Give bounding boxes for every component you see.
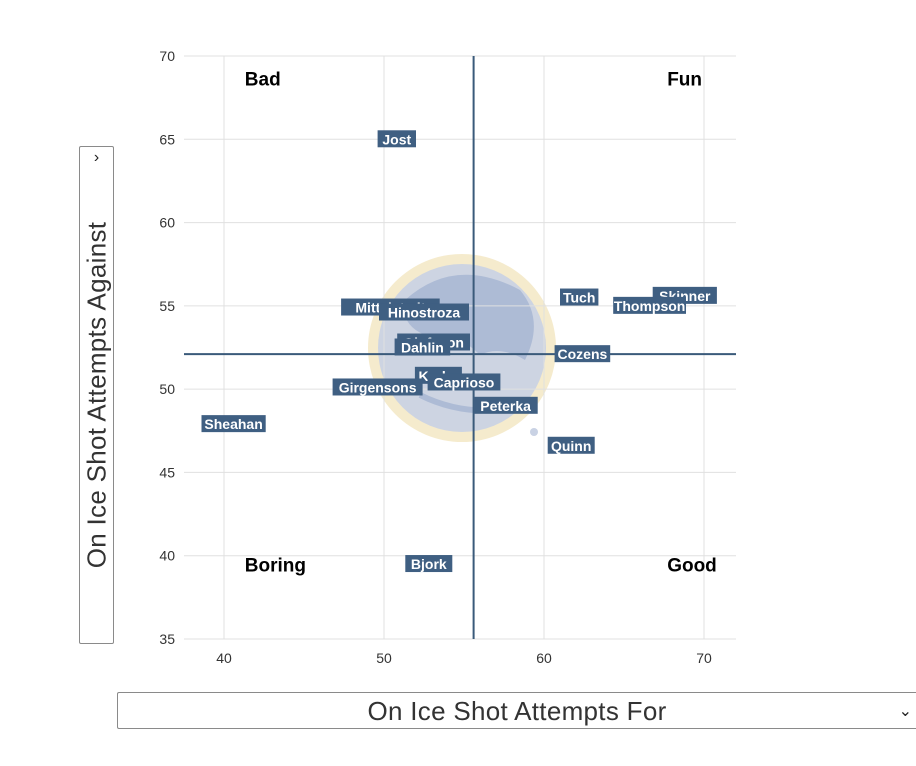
- point-label: Girgensons: [339, 379, 417, 395]
- x-tick-label: 50: [376, 650, 392, 666]
- point-cozens: Cozens: [554, 345, 611, 363]
- axes: 40 50 60 70 35 40 45 50 55 60 65 70: [159, 48, 712, 666]
- y-tick-label: 40: [159, 548, 175, 564]
- point-jost: Jost: [377, 130, 416, 148]
- reference-lines: [184, 56, 736, 639]
- point-label: Cozens: [558, 346, 608, 362]
- point-label: Bjork: [411, 556, 447, 572]
- point-dahlin: Dahlin: [394, 338, 451, 356]
- y-axis-metric-select[interactable]: › On Ice Shot Attempts Against: [79, 146, 114, 644]
- point-label: Jost: [382, 131, 411, 147]
- point-label: Hinostroza: [388, 305, 461, 321]
- point-peterka: Peterka: [473, 396, 538, 414]
- point-caprioso: Caprioso: [427, 373, 501, 391]
- x-axis-select-value: On Ice Shot Attempts For: [367, 696, 667, 726]
- point-marker: [427, 373, 501, 391]
- point-label: Quinn: [551, 438, 591, 454]
- y-tick-label: 65: [159, 131, 175, 147]
- y-tick-label: 45: [159, 464, 175, 480]
- point-hinostroza: Hinostroza: [379, 303, 469, 321]
- point-bjork: Bjork: [405, 555, 453, 573]
- point-marker: [377, 130, 416, 148]
- point-marker: [473, 396, 538, 414]
- quadrant-label-bad: Bad: [245, 69, 281, 90]
- point-marker: [332, 378, 423, 396]
- quadrant-label-good: Good: [667, 556, 717, 577]
- point-label: Caprioso: [434, 374, 495, 390]
- quadrant-label-boring: Boring: [245, 556, 306, 577]
- point-marker: [379, 303, 469, 321]
- point-marker: [394, 338, 451, 356]
- point-quinn: Quinn: [547, 436, 595, 454]
- point-marker: [201, 415, 266, 433]
- point-marker: [560, 288, 599, 306]
- point-marker: [405, 555, 453, 573]
- chevron-icon: ›: [93, 149, 100, 166]
- y-tick-label: 35: [159, 631, 175, 647]
- point-girgensons: Girgensons: [332, 378, 423, 396]
- x-tick-label: 70: [696, 650, 712, 666]
- player-points: JostMittelstadtHinostrozaTuchSkinnerThom…: [201, 130, 717, 573]
- point-label: Thompson: [614, 298, 686, 314]
- x-axis-metric-select[interactable]: On Ice Shot Attempts For ⌄: [117, 692, 916, 729]
- point-marker: [613, 296, 686, 314]
- point-label: Dahlin: [401, 340, 444, 356]
- y-tick-label: 55: [159, 298, 175, 314]
- chevron-down-icon: ⌄: [898, 703, 912, 720]
- x-tick-label: 40: [216, 650, 232, 666]
- quadrant-labels: Bad Fun Boring Good: [245, 69, 717, 576]
- point-label: Peterka: [480, 398, 531, 414]
- x-tick-label: 60: [536, 650, 552, 666]
- point-label: Sheahan: [204, 416, 262, 432]
- y-tick-label: 50: [159, 381, 175, 397]
- point-label: Tuch: [563, 290, 595, 306]
- y-tick-label: 60: [159, 215, 175, 231]
- y-tick-label: 70: [159, 48, 175, 64]
- point-marker: [554, 345, 611, 363]
- y-axis-select-value: On Ice Shot Attempts Against: [81, 221, 111, 569]
- point-sheahan: Sheahan: [201, 415, 266, 433]
- quadrant-label-fun: Fun: [667, 69, 702, 90]
- point-tuch: Tuch: [560, 288, 599, 306]
- point-thompson: Thompson: [613, 296, 686, 314]
- grid-lines: [184, 55, 736, 640]
- point-marker: [547, 436, 595, 454]
